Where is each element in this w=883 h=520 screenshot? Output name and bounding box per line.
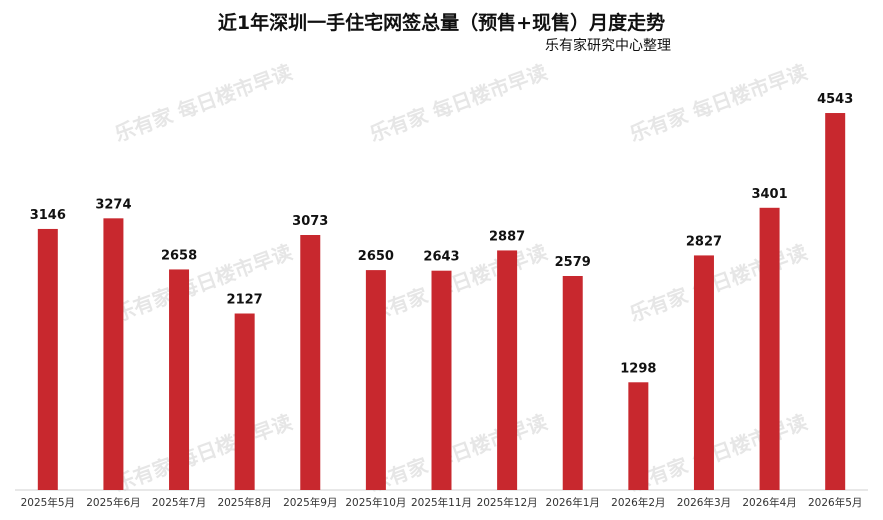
x-tick-label: 2026年4月	[742, 496, 796, 509]
data-label: 2579	[555, 255, 591, 270]
x-tick-label: 2025年10月	[345, 496, 406, 509]
x-tick-label: 2025年11月	[411, 496, 472, 509]
chart-subtitle: 乐有家研究中心整理	[545, 38, 671, 54]
data-label: 3073	[292, 214, 328, 229]
bar	[37, 228, 58, 491]
bar	[497, 250, 518, 490]
data-label: 3146	[30, 208, 66, 223]
bar	[365, 270, 386, 490]
data-label: 2127	[227, 293, 263, 308]
data-label: 4543	[817, 92, 853, 107]
x-tick-label: 2025年9月	[283, 496, 337, 509]
bar	[562, 275, 583, 490]
x-tick-label: 2025年8月	[217, 496, 271, 509]
bar	[234, 313, 255, 490]
bar	[169, 269, 190, 490]
bar	[693, 255, 714, 490]
bar	[825, 113, 846, 491]
x-tick-label: 2025年6月	[86, 496, 140, 509]
data-label: 2887	[489, 229, 525, 244]
data-label: 3401	[751, 187, 787, 202]
data-label: 2658	[161, 248, 197, 263]
bar	[628, 382, 649, 490]
bar	[431, 270, 452, 490]
data-label: 2827	[686, 234, 722, 249]
x-tick-label: 2025年5月	[21, 496, 75, 509]
x-tick-label: 2025年12月	[477, 496, 538, 509]
x-tick-label: 2026年3月	[677, 496, 731, 509]
chart-title: 近1年深圳一手住宅网签总量（预售+现售）月度走势	[217, 12, 666, 34]
bar	[103, 218, 124, 491]
x-tick-label: 2026年5月	[808, 496, 862, 509]
data-label: 1298	[620, 361, 656, 376]
data-label: 2650	[358, 249, 394, 264]
data-label: 2643	[423, 250, 459, 265]
data-label: 3274	[95, 197, 131, 212]
x-tick-label: 2026年2月	[611, 496, 665, 509]
x-tick-label: 2026年1月	[546, 496, 600, 509]
bar	[300, 235, 321, 490]
bar	[759, 207, 780, 490]
x-tick-label: 2025年7月	[152, 496, 206, 509]
